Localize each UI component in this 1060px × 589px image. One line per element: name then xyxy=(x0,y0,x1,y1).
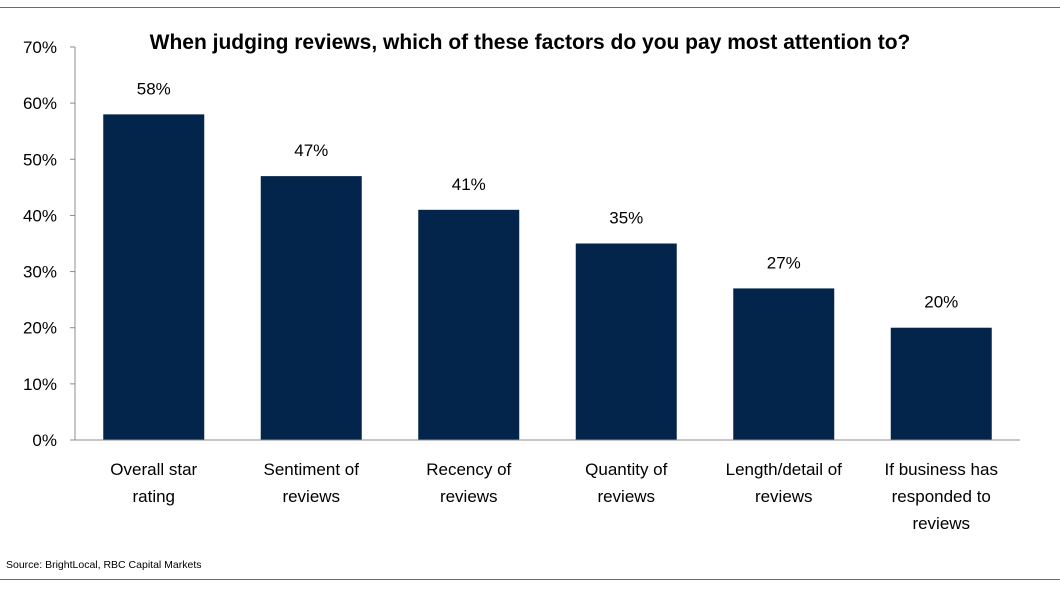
bar xyxy=(260,176,362,440)
x-tick-label: Overall star xyxy=(110,460,197,479)
source-note: Source: BrightLocal, RBC Capital Markets xyxy=(6,559,202,571)
x-tick-label: Sentiment of xyxy=(264,460,360,479)
bar xyxy=(733,288,835,440)
y-tick-label: 20% xyxy=(23,319,57,338)
x-tick-label: reviews xyxy=(440,487,498,506)
bar xyxy=(890,327,992,440)
x-tick-label: Recency of xyxy=(426,460,511,479)
data-label: 58% xyxy=(137,79,171,98)
x-tick-label: Quantity of xyxy=(585,460,667,479)
data-label: 47% xyxy=(294,141,328,160)
x-tick-label: responded to xyxy=(892,487,991,506)
x-tick-label: Length/detail of xyxy=(726,460,843,479)
data-label: 41% xyxy=(452,175,486,194)
y-tick-label: 50% xyxy=(23,150,57,169)
top-rule xyxy=(0,7,1060,8)
x-tick-label: rating xyxy=(132,487,175,506)
y-tick-label: 30% xyxy=(23,263,57,282)
y-tick-label: 0% xyxy=(32,431,57,450)
y-tick-label: 70% xyxy=(23,38,57,57)
data-label: 27% xyxy=(767,253,801,272)
chart-title: When judging reviews, which of these fac… xyxy=(149,31,911,54)
x-tick-label: reviews xyxy=(755,487,813,506)
x-tick-label: reviews xyxy=(912,514,970,533)
bar xyxy=(418,209,520,440)
bottom-rule xyxy=(0,579,1060,580)
x-tick-label: reviews xyxy=(282,487,340,506)
y-tick-label: 10% xyxy=(23,375,57,394)
data-label: 35% xyxy=(609,209,643,228)
bar xyxy=(103,114,205,440)
x-tick-label: reviews xyxy=(597,487,655,506)
x-tick-label: If business has xyxy=(885,460,998,479)
y-tick-label: 40% xyxy=(23,206,57,225)
bar xyxy=(575,243,677,440)
y-tick-label: 60% xyxy=(23,94,57,113)
data-label: 20% xyxy=(924,293,958,312)
